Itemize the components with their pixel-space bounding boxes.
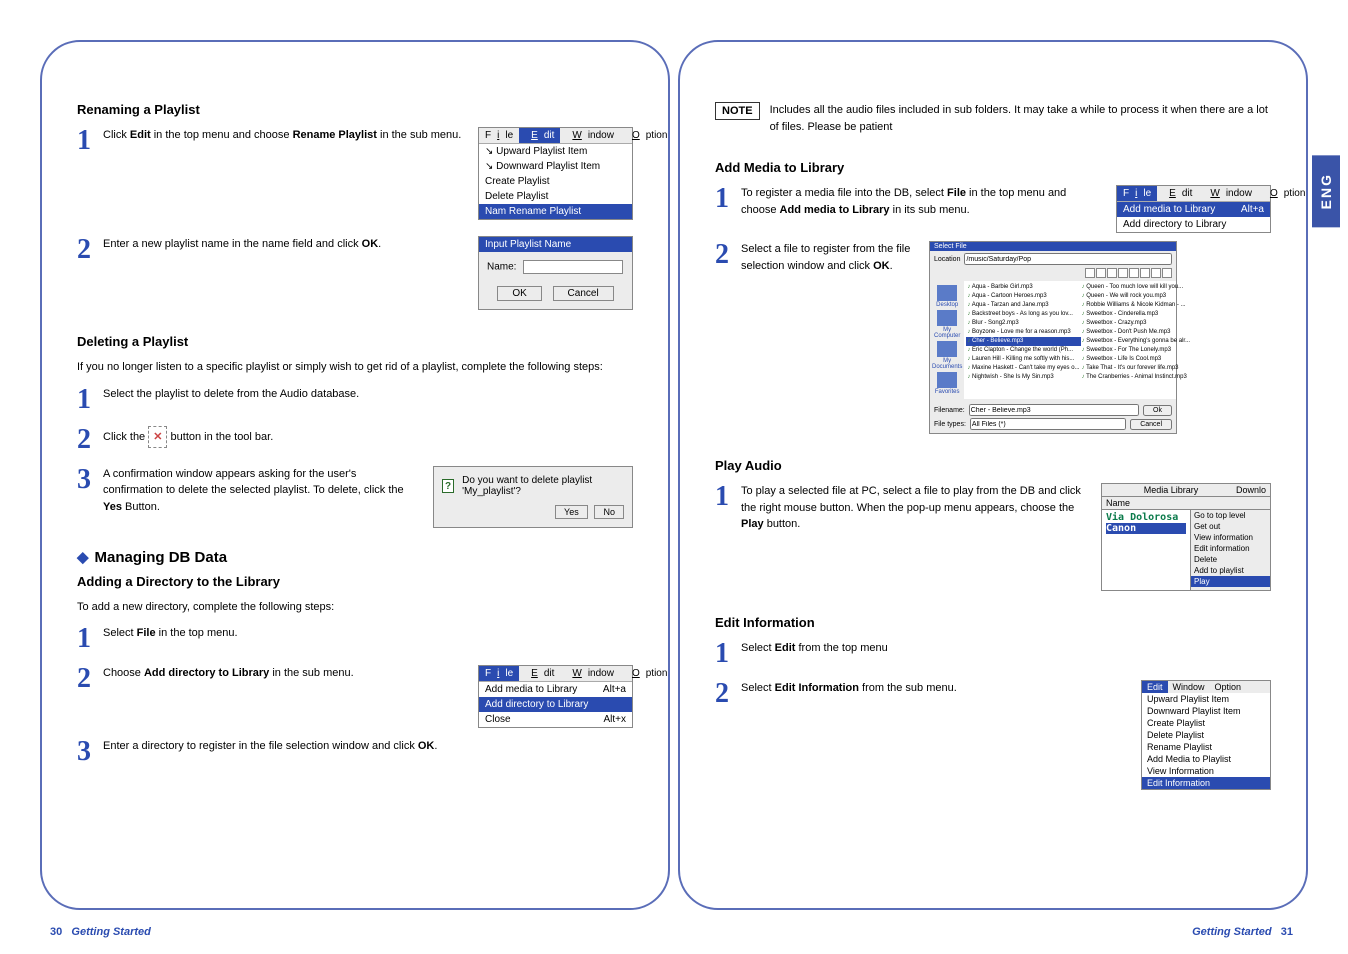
step-text: Select File in the top menu.: [103, 625, 633, 642]
edit-info-title: Edit Information: [715, 615, 1271, 630]
page-left: Renaming a Playlist 1 Click Edit in the …: [40, 40, 670, 910]
media-lib-title: Media Library: [1106, 485, 1236, 495]
dialog-title: Input Playlist Name: [479, 237, 632, 252]
step-number: 1: [77, 625, 93, 653]
step-number: 1: [77, 386, 93, 414]
note-text: Includes all the audio files included in…: [770, 102, 1271, 135]
step-text: Select a file to register from the file …: [741, 241, 915, 274]
step-number: 1: [77, 127, 93, 155]
step-number: 2: [77, 236, 93, 264]
step-number: 3: [77, 466, 93, 494]
step-text: Click the ✕ button in the tool bar.: [103, 426, 633, 449]
delete-toolbar-icon[interactable]: ✕: [148, 426, 167, 449]
media-library: Media Library Downlo Name Via Dolorosa C…: [1101, 483, 1271, 591]
name-label: Name:: [487, 262, 516, 273]
context-menu[interactable]: Go to top level Get out View information…: [1190, 510, 1270, 590]
cancel-button[interactable]: Cancel: [553, 286, 614, 301]
step-text: A confirmation window appears asking for…: [103, 466, 419, 516]
note-label: NOTE: [715, 102, 760, 120]
file-browser-toolbar: [930, 267, 1176, 281]
step-text: To play a selected file at PC, select a …: [741, 483, 1087, 533]
step-text: To register a media file into the DB, se…: [741, 185, 1102, 218]
ok-button[interactable]: OK: [497, 286, 541, 301]
filename-label: Filename:: [934, 407, 965, 414]
file-list[interactable]: Aqua - Barbie Girl.mp3Aqua - Cartoon Her…: [964, 281, 1193, 399]
footer-left: 30 Getting Started: [50, 926, 151, 938]
location-label: Location: [934, 256, 960, 263]
edit-menu-screenshot: FileEditWindowOption Upward Playlist Ite…: [478, 127, 633, 220]
file-browser-title: Select File: [930, 242, 1176, 251]
cancel-button[interactable]: Cancel: [1130, 419, 1172, 430]
input-playlist-dialog: Input Playlist Name Name: OK Cancel: [478, 236, 633, 310]
play-audio-title: Play Audio: [715, 458, 1271, 473]
add-dir-title: Adding a Directory to the Library: [77, 574, 633, 589]
step-number: 1: [715, 483, 731, 511]
add-dir-intro: To add a new directory, complete the fol…: [77, 599, 633, 616]
no-button[interactable]: No: [594, 505, 624, 519]
step-text: Choose Add directory to Library in the s…: [103, 665, 464, 682]
page-right: NOTE Includes all the audio files includ…: [678, 40, 1308, 910]
file-browser: Select File Location Desktop My Computer…: [929, 241, 1177, 434]
filename-input[interactable]: [969, 404, 1139, 416]
step-number: 1: [715, 640, 731, 668]
edit-menu-screenshot: Edit Window Option Upward Playlist ItemD…: [1141, 680, 1271, 790]
yes-button[interactable]: Yes: [555, 505, 588, 519]
step-text: Click Edit in the top menu and choose Re…: [103, 127, 464, 144]
question-icon: ?: [442, 479, 454, 493]
file-browser-sidebar: Desktop My Computer My Documents Favorit…: [930, 281, 964, 399]
add-media-title: Add Media to Library: [715, 160, 1271, 175]
step-number: 2: [715, 241, 731, 269]
menubar: FileEditWindowOption: [479, 128, 632, 144]
dialog-body: Name:: [479, 252, 632, 282]
confirm-dialog: ? Do you want to delete playlist 'My_pla…: [433, 466, 633, 528]
file-menu-screenshot: FileEditWindowOption Add media to Librar…: [1116, 185, 1271, 233]
file-menu-screenshot: FileEditWindowOption Add media to Librar…: [478, 665, 633, 728]
filetype-label: File types:: [934, 421, 966, 428]
step-text: Enter a directory to register in the fil…: [103, 738, 633, 755]
ok-button[interactable]: Ok: [1143, 405, 1172, 416]
step-text: Select the playlist to delete from the A…: [103, 386, 633, 403]
step-number: 2: [77, 426, 93, 454]
rename-playlist-title: Renaming a Playlist: [77, 102, 633, 117]
managing-db-heading: Managing DB Data: [77, 548, 633, 566]
name-input[interactable]: [523, 260, 623, 274]
media-list[interactable]: Via Dolorosa Canon: [1102, 510, 1190, 590]
location-input[interactable]: [964, 253, 1172, 265]
delete-playlist-title: Deleting a Playlist: [77, 334, 633, 349]
note-box: NOTE Includes all the audio files includ…: [715, 102, 1271, 135]
step-text: Select Edit from the top menu: [741, 640, 1271, 657]
step-number: 2: [715, 680, 731, 708]
step-number: 3: [77, 738, 93, 766]
delete-intro: If you no longer listen to a specific pl…: [77, 359, 633, 376]
step-number: 2: [77, 665, 93, 693]
step-text: Select Edit Information from the sub men…: [741, 680, 1127, 697]
confirm-text: Do you want to delete playlist 'My_playl…: [462, 475, 624, 497]
step-number: 1: [715, 185, 731, 213]
filetype-input[interactable]: [970, 418, 1126, 430]
language-tab: ENG: [1312, 155, 1340, 227]
step-text: Enter a new playlist name in the name fi…: [103, 236, 464, 253]
edit-submenu: Upward Playlist Item Downward Playlist I…: [479, 144, 632, 219]
footer-right: Getting Started 31: [1192, 926, 1293, 938]
name-column: Name: [1102, 497, 1270, 510]
